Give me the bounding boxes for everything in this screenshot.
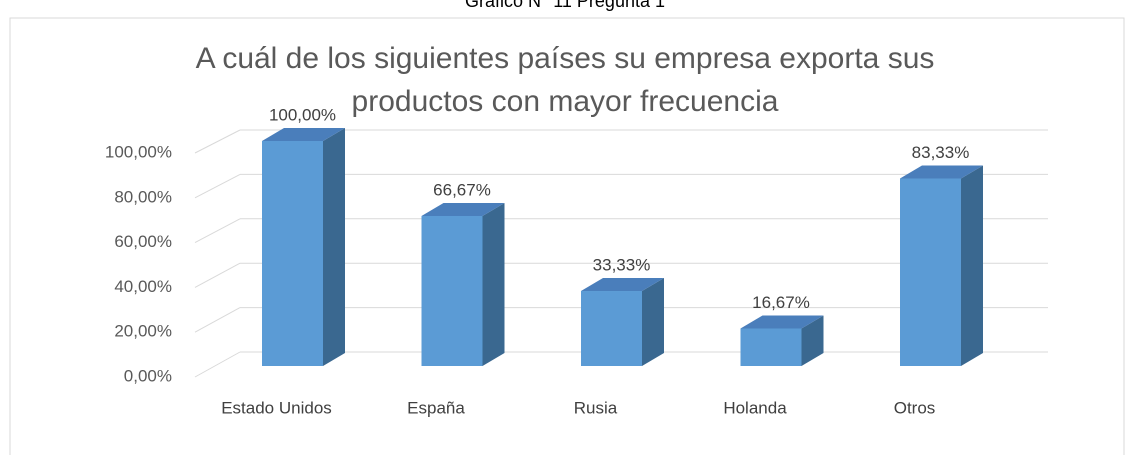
- data-label: 33,33%: [593, 255, 651, 274]
- bar-top: [900, 165, 983, 179]
- x-tick-label: Holanda: [723, 398, 787, 417]
- y-tick-label: 20,00%: [114, 322, 172, 341]
- bar: [581, 291, 642, 366]
- bar-top: [421, 202, 505, 216]
- grid-line: [194, 173, 241, 199]
- bar-side: [642, 278, 664, 366]
- bar: [421, 215, 483, 366]
- y-tick-label: 0,00%: [124, 366, 172, 385]
- grid-line: [194, 351, 241, 378]
- x-tick-label: Otros: [894, 398, 936, 417]
- grid-line: [194, 307, 241, 333]
- data-label: 100,00%: [269, 105, 336, 124]
- chart-title: productos con mayor frecuencia: [352, 85, 779, 118]
- data-label: 83,33%: [912, 143, 970, 162]
- grid-line: [194, 129, 241, 154]
- bar: [900, 178, 961, 366]
- bar-top: [581, 278, 664, 292]
- bar-side: [801, 315, 824, 366]
- grid-line: [194, 218, 241, 244]
- grid-line: [194, 262, 241, 288]
- caption: Gráfico N° 11 Pregunta 1: [465, 0, 665, 11]
- bar-side: [482, 202, 505, 366]
- bar: [740, 328, 802, 366]
- y-tick-label: 40,00%: [114, 277, 172, 296]
- x-tick-label: Rusia: [574, 398, 618, 417]
- bar: [262, 141, 323, 366]
- chart-title: A cuál de los siguientes países su empre…: [196, 42, 935, 75]
- y-tick-label: 100,00%: [105, 142, 172, 161]
- y-tick-label: 80,00%: [114, 187, 172, 206]
- x-tick-label: España: [407, 398, 465, 417]
- bar-top: [262, 128, 345, 141]
- bar-side: [961, 165, 983, 366]
- x-tick-label: Estado Unidos: [221, 398, 332, 417]
- data-label: 66,67%: [433, 180, 491, 199]
- bar-side: [323, 128, 345, 366]
- bar-top: [740, 315, 824, 329]
- data-label: 16,67%: [752, 293, 810, 312]
- y-tick-label: 60,00%: [114, 232, 172, 251]
